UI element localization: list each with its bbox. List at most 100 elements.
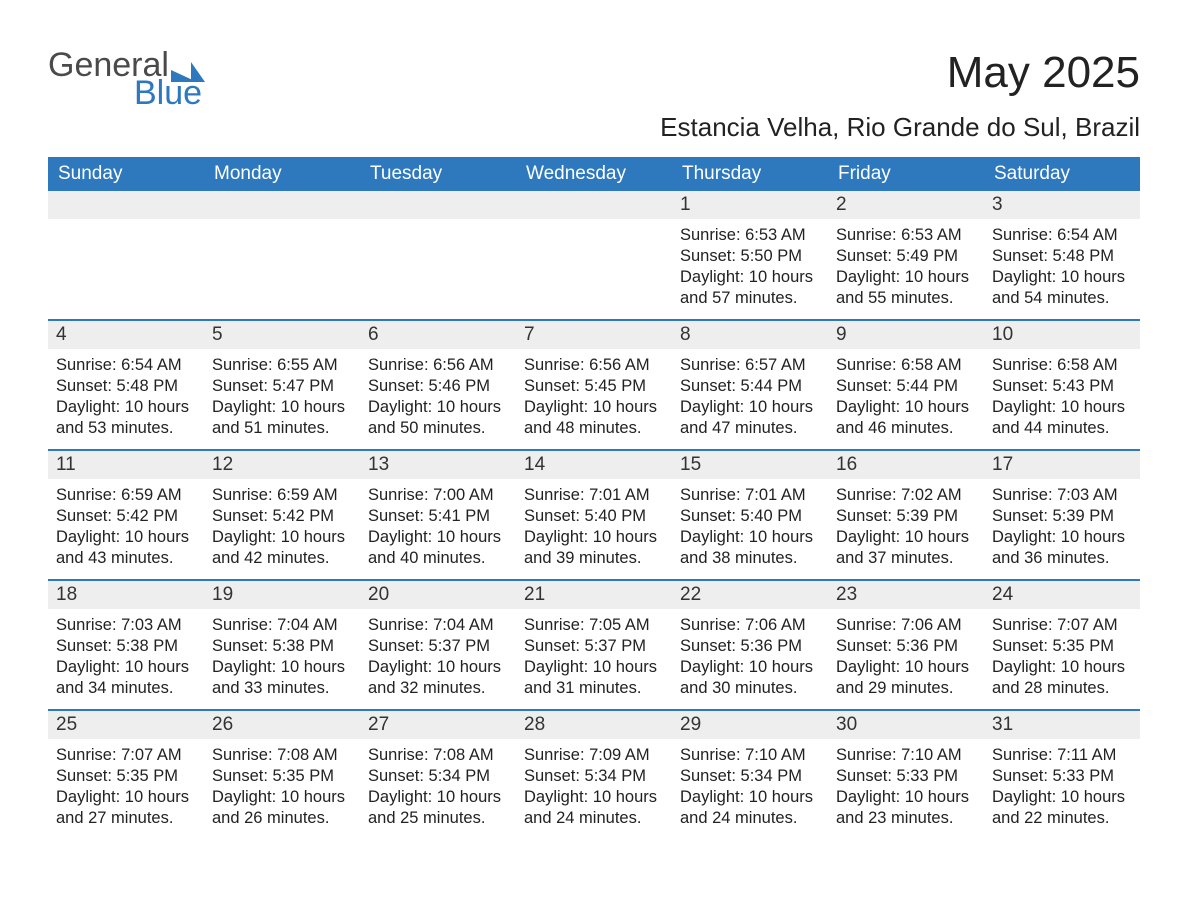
sunrise-line: Sunrise: 6:56 AM (524, 355, 664, 376)
calendar: SundayMondayTuesdayWednesdayThursdayFrid… (48, 157, 1140, 839)
sunrise-line: Sunrise: 6:54 AM (56, 355, 196, 376)
calendar-day-cell: 18Sunrise: 7:03 AMSunset: 5:38 PMDayligh… (48, 581, 204, 709)
calendar-day-cell: 25Sunrise: 7:07 AMSunset: 5:35 PMDayligh… (48, 711, 204, 839)
sunrise-line: Sunrise: 7:11 AM (992, 745, 1132, 766)
weekday-header-cell: Saturday (984, 157, 1140, 191)
sunset-line: Sunset: 5:34 PM (680, 766, 820, 787)
day-number (516, 191, 672, 219)
day-details: Sunrise: 7:04 AMSunset: 5:37 PMDaylight:… (360, 609, 516, 707)
calendar-day-cell: 8Sunrise: 6:57 AMSunset: 5:44 PMDaylight… (672, 321, 828, 449)
calendar-day-cell: 26Sunrise: 7:08 AMSunset: 5:35 PMDayligh… (204, 711, 360, 839)
daylight-line: Daylight: 10 hours and 25 minutes. (368, 787, 508, 829)
daylight-line: Daylight: 10 hours and 42 minutes. (212, 527, 352, 569)
sunset-line: Sunset: 5:37 PM (368, 636, 508, 657)
calendar-day-cell: 24Sunrise: 7:07 AMSunset: 5:35 PMDayligh… (984, 581, 1140, 709)
sunset-line: Sunset: 5:34 PM (368, 766, 508, 787)
sunrise-line: Sunrise: 7:10 AM (836, 745, 976, 766)
daylight-line: Daylight: 10 hours and 22 minutes. (992, 787, 1132, 829)
day-details: Sunrise: 6:56 AMSunset: 5:45 PMDaylight:… (516, 349, 672, 447)
daylight-line: Daylight: 10 hours and 37 minutes. (836, 527, 976, 569)
day-details: Sunrise: 7:07 AMSunset: 5:35 PMDaylight:… (48, 739, 204, 837)
sunset-line: Sunset: 5:50 PM (680, 246, 820, 267)
sunrise-line: Sunrise: 6:54 AM (992, 225, 1132, 246)
day-number: 24 (984, 581, 1140, 609)
daylight-line: Daylight: 10 hours and 30 minutes. (680, 657, 820, 699)
day-number (360, 191, 516, 219)
sunset-line: Sunset: 5:40 PM (680, 506, 820, 527)
calendar-week-row: 11Sunrise: 6:59 AMSunset: 5:42 PMDayligh… (48, 449, 1140, 579)
daylight-line: Daylight: 10 hours and 44 minutes. (992, 397, 1132, 439)
calendar-day-cell: 23Sunrise: 7:06 AMSunset: 5:36 PMDayligh… (828, 581, 984, 709)
calendar-day-cell: 21Sunrise: 7:05 AMSunset: 5:37 PMDayligh… (516, 581, 672, 709)
sunset-line: Sunset: 5:38 PM (212, 636, 352, 657)
sunset-line: Sunset: 5:39 PM (992, 506, 1132, 527)
day-number: 6 (360, 321, 516, 349)
calendar-week-row: 4Sunrise: 6:54 AMSunset: 5:48 PMDaylight… (48, 319, 1140, 449)
sunset-line: Sunset: 5:33 PM (992, 766, 1132, 787)
day-details: Sunrise: 7:01 AMSunset: 5:40 PMDaylight:… (672, 479, 828, 577)
calendar-day-cell: 3Sunrise: 6:54 AMSunset: 5:48 PMDaylight… (984, 191, 1140, 319)
calendar-day-cell: 7Sunrise: 6:56 AMSunset: 5:45 PMDaylight… (516, 321, 672, 449)
day-number: 15 (672, 451, 828, 479)
day-number: 4 (48, 321, 204, 349)
sunset-line: Sunset: 5:36 PM (680, 636, 820, 657)
day-details: Sunrise: 7:02 AMSunset: 5:39 PMDaylight:… (828, 479, 984, 577)
day-details: Sunrise: 7:07 AMSunset: 5:35 PMDaylight:… (984, 609, 1140, 707)
calendar-day-cell: 12Sunrise: 6:59 AMSunset: 5:42 PMDayligh… (204, 451, 360, 579)
sunset-line: Sunset: 5:43 PM (992, 376, 1132, 397)
calendar-day-cell: 9Sunrise: 6:58 AMSunset: 5:44 PMDaylight… (828, 321, 984, 449)
daylight-line: Daylight: 10 hours and 55 minutes. (836, 267, 976, 309)
sunrise-line: Sunrise: 7:05 AM (524, 615, 664, 636)
day-number (48, 191, 204, 219)
day-number: 30 (828, 711, 984, 739)
day-number: 9 (828, 321, 984, 349)
sunrise-line: Sunrise: 6:57 AM (680, 355, 820, 376)
calendar-day-cell: 4 Sunrise: 6:54 AMSunset: 5:48 PMDaylight… (48, 321, 204, 449)
daylight-line: Daylight: 10 hours and 40 minutes. (368, 527, 508, 569)
calendar-day-cell (360, 191, 516, 319)
day-details: Sunrise: 7:09 AMSunset: 5:34 PMDaylight:… (516, 739, 672, 837)
day-details: Sunrise: 7:10 AMSunset: 5:34 PMDaylight:… (672, 739, 828, 837)
day-details: Sunrise: 7:04 AMSunset: 5:38 PMDaylight:… (204, 609, 360, 707)
sunrise-line: Sunrise: 7:10 AM (680, 745, 820, 766)
weekday-header-row: SundayMondayTuesdayWednesdayThursdayFrid… (48, 157, 1140, 191)
sunrise-line: Sunrise: 6:55 AM (212, 355, 352, 376)
sunrise-line: Sunrise: 6:53 AM (680, 225, 820, 246)
daylight-line: Daylight: 10 hours and 48 minutes. (524, 397, 664, 439)
daylight-line: Daylight: 10 hours and 51 minutes. (212, 397, 352, 439)
calendar-week-row: 25Sunrise: 7:07 AMSunset: 5:35 PMDayligh… (48, 709, 1140, 839)
sunset-line: Sunset: 5:49 PM (836, 246, 976, 267)
sunrise-line: Sunrise: 7:07 AM (992, 615, 1132, 636)
day-number: 19 (204, 581, 360, 609)
day-details: Sunrise: 6:54 AMSunset: 5:48 PMDaylight:… (984, 219, 1140, 317)
day-details: Sunrise: 7:03 AMSunset: 5:38 PMDaylight:… (48, 609, 204, 707)
day-number: 14 (516, 451, 672, 479)
sunset-line: Sunset: 5:37 PM (524, 636, 664, 657)
calendar-day-cell: 27Sunrise: 7:08 AMSunset: 5:34 PMDayligh… (360, 711, 516, 839)
day-details: Sunrise: 7:06 AMSunset: 5:36 PMDaylight:… (828, 609, 984, 707)
sunset-line: Sunset: 5:42 PM (212, 506, 352, 527)
calendar-day-cell: 31Sunrise: 7:11 AMSunset: 5:33 PMDayligh… (984, 711, 1140, 839)
sunrise-line: Sunrise: 6:56 AM (368, 355, 508, 376)
sunset-line: Sunset: 5:47 PM (212, 376, 352, 397)
calendar-day-cell: 30Sunrise: 7:10 AMSunset: 5:33 PMDayligh… (828, 711, 984, 839)
day-details: Sunrise: 7:06 AMSunset: 5:36 PMDaylight:… (672, 609, 828, 707)
daylight-line: Daylight: 10 hours and 53 minutes. (56, 397, 196, 439)
sunset-line: Sunset: 5:41 PM (368, 506, 508, 527)
calendar-day-cell: 20Sunrise: 7:04 AMSunset: 5:37 PMDayligh… (360, 581, 516, 709)
day-details: Sunrise: 6:53 AMSunset: 5:49 PMDaylight:… (828, 219, 984, 317)
sunset-line: Sunset: 5:48 PM (56, 376, 196, 397)
day-number (204, 191, 360, 219)
day-number: 23 (828, 581, 984, 609)
daylight-line: Daylight: 10 hours and 54 minutes. (992, 267, 1132, 309)
day-number: 17 (984, 451, 1140, 479)
sunrise-line: Sunrise: 7:03 AM (56, 615, 196, 636)
sunrise-line: Sunrise: 7:07 AM (56, 745, 196, 766)
daylight-line: Daylight: 10 hours and 28 minutes. (992, 657, 1132, 699)
weekday-header-cell: Wednesday (516, 157, 672, 191)
calendar-body: 1Sunrise: 6:53 AMSunset: 5:50 PMDaylight… (48, 191, 1140, 839)
calendar-day-cell: 13Sunrise: 7:00 AMSunset: 5:41 PMDayligh… (360, 451, 516, 579)
day-number: 25 (48, 711, 204, 739)
daylight-line: Daylight: 10 hours and 32 minutes. (368, 657, 508, 699)
day-number: 3 (984, 191, 1140, 219)
